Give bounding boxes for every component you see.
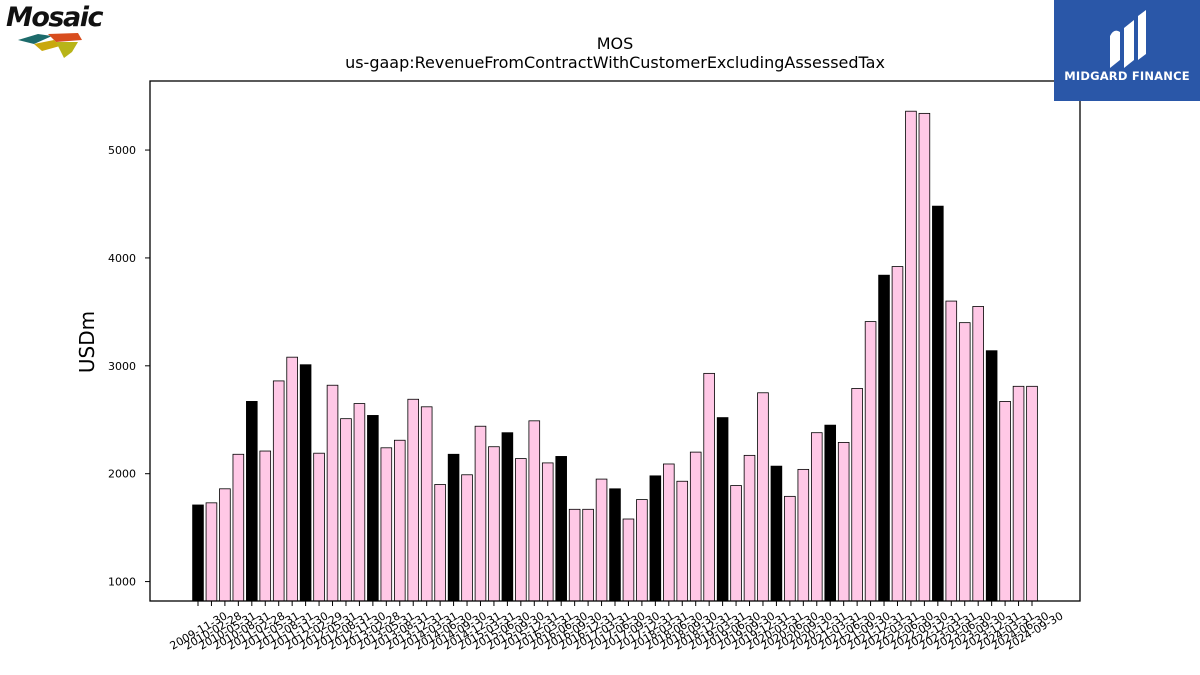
bar: [380, 447, 393, 602]
bar: [810, 432, 823, 602]
bar: [797, 468, 810, 602]
bar: [784, 495, 796, 602]
bar: [367, 415, 379, 602]
x-axis-ticks: 2009-11-302010-02-282010-05-312010-08-31…: [168, 601, 1066, 653]
bar: [582, 508, 594, 602]
bar: [420, 406, 433, 602]
bar: [501, 432, 514, 602]
bar: [568, 508, 581, 602]
bar: [192, 504, 204, 602]
bar: [595, 478, 608, 602]
bar: [286, 356, 298, 602]
bar: [972, 306, 984, 602]
bar: [528, 420, 541, 602]
bar: [515, 458, 527, 602]
mosaic-logo: Mosaic: [4, 2, 128, 62]
bar: [743, 454, 756, 602]
bar: [663, 463, 675, 602]
bar: [837, 442, 850, 602]
bar: [488, 446, 500, 602]
bar: [474, 425, 487, 602]
bar: [703, 372, 715, 602]
bar: [905, 110, 917, 602]
bar: [1012, 385, 1025, 602]
bar: [353, 403, 366, 602]
bar: [689, 451, 702, 602]
bar: [313, 452, 325, 602]
bar: [864, 321, 877, 602]
y-tick-label: 1000: [108, 576, 136, 589]
bar: [272, 380, 285, 602]
bar: [622, 518, 635, 602]
bar: [958, 322, 971, 602]
y-axis-label: USDm: [75, 311, 99, 373]
bar: [299, 364, 312, 602]
bar: [770, 465, 783, 602]
bar: [851, 388, 863, 602]
bar: [932, 205, 944, 602]
chart-subtitle: us-gaap:RevenueFromContractWithCustomerE…: [345, 53, 885, 72]
bar: [609, 488, 621, 602]
bar: [246, 401, 258, 602]
bar: [649, 475, 662, 602]
bar: [205, 502, 218, 602]
midgard-mark-icon: [1110, 10, 1146, 69]
bar: [407, 398, 420, 602]
bar: [824, 424, 837, 602]
plot-frame: [149, 80, 1081, 602]
bar: [326, 384, 339, 602]
bar: [461, 474, 473, 602]
chart-title: MOS: [597, 34, 634, 53]
y-tick-label: 5000: [108, 144, 136, 157]
bar: [918, 112, 931, 602]
y-tick-label: 3000: [108, 360, 136, 373]
bar: [219, 488, 231, 602]
bar: [232, 453, 245, 602]
mosaic-tiles-icon: [18, 33, 82, 58]
bar: [555, 456, 567, 602]
y-tick-label: 2000: [108, 468, 136, 481]
bar: [716, 417, 729, 602]
bar: [393, 439, 406, 602]
y-axis-ticks: 1000 2000 3000 4000 5000: [108, 144, 150, 589]
bar: [259, 450, 272, 602]
bar: [541, 462, 554, 602]
midgard-brand-name: MIDGARD FINANCE: [1064, 69, 1190, 83]
bar: [985, 350, 998, 602]
bar: [636, 499, 648, 602]
bar: [999, 401, 1011, 602]
bar: [434, 484, 446, 602]
bar: [945, 300, 958, 602]
mosaic-wordmark: Mosaic: [6, 2, 103, 33]
y-tick-label: 4000: [108, 252, 136, 265]
bar: [447, 453, 460, 602]
bars-group: [192, 110, 1038, 602]
bar: [891, 266, 904, 602]
bar: [676, 480, 689, 602]
midgard-finance-logo: MIDGARD FINANCE: [1054, 0, 1200, 101]
bar: [757, 392, 769, 602]
bar: [340, 418, 352, 602]
bar: [1026, 385, 1038, 602]
bar: [878, 274, 890, 602]
bar: [730, 485, 742, 602]
